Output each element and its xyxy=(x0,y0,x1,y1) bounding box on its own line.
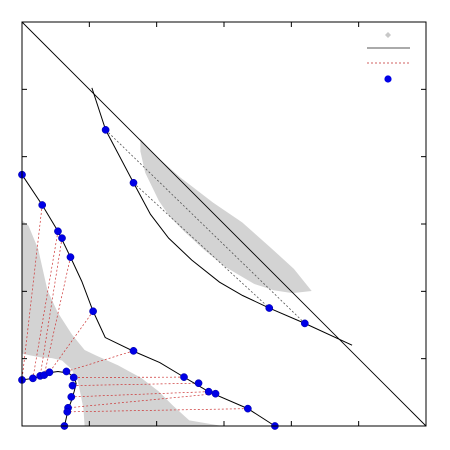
data-point xyxy=(66,253,75,261)
tie-line-lower xyxy=(49,311,94,373)
data-point xyxy=(69,373,78,382)
tie-line-lower xyxy=(72,382,199,386)
data-point xyxy=(63,408,72,416)
legend-diamond-marker xyxy=(385,32,391,38)
data-point xyxy=(265,304,274,312)
data-point xyxy=(54,227,62,236)
data-point xyxy=(29,374,37,383)
diagonal-line xyxy=(21,21,427,427)
axis-ticks xyxy=(22,22,426,426)
lower-shaded-region xyxy=(22,220,223,426)
tie-line-lower xyxy=(39,238,63,376)
data-point xyxy=(58,234,66,242)
data-point xyxy=(180,373,188,381)
tie-line-lower xyxy=(21,204,43,380)
data-point xyxy=(68,381,77,390)
upper-shaded-region xyxy=(140,138,312,294)
data-point xyxy=(89,307,97,316)
legend-circle-marker xyxy=(384,75,392,83)
legend xyxy=(367,32,410,83)
tie-line-lower xyxy=(68,393,216,409)
data-point xyxy=(300,319,309,328)
data-point xyxy=(101,126,110,134)
data-point xyxy=(129,178,138,187)
tie-line-lower xyxy=(32,231,59,379)
upper-boundary-curve xyxy=(91,87,353,346)
data-point xyxy=(211,389,220,398)
data-point xyxy=(204,387,213,396)
data-point xyxy=(67,393,76,401)
tie-line-lower xyxy=(43,257,71,376)
data-point xyxy=(62,367,71,376)
data-point xyxy=(38,201,47,209)
data-point xyxy=(243,404,252,413)
data-points xyxy=(18,126,309,430)
tie-line-lower xyxy=(71,391,209,398)
data-point xyxy=(45,368,54,377)
tie-line-upper xyxy=(133,182,270,309)
data-point xyxy=(194,379,203,388)
data-point xyxy=(129,347,138,355)
shaded-regions xyxy=(22,138,312,426)
